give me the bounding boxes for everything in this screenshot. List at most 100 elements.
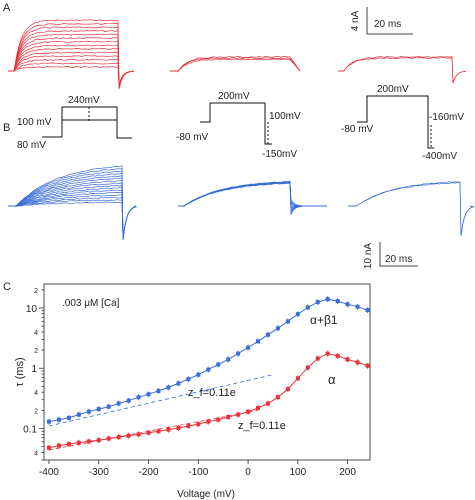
data-point (106, 404, 111, 409)
current-trace-1-12 (8, 26, 135, 89)
data-point (56, 417, 61, 422)
data-point (265, 401, 270, 406)
data-point (126, 398, 131, 403)
data-point (236, 412, 241, 417)
data-point (226, 415, 231, 420)
protocol-2-hold-label: -80 mV (176, 132, 209, 143)
fit-line-alpha (48, 409, 259, 451)
current-trace-2-10 (178, 182, 328, 216)
y-minor-tick-label: 4 (34, 330, 38, 337)
current-trace-1-5 (8, 51, 135, 87)
data-point (196, 422, 201, 427)
data-point (76, 440, 81, 445)
data-point (365, 308, 370, 313)
data-point (156, 388, 161, 393)
voltage-protocol-3: 200mV -80 mV -160mV -400mV (341, 84, 464, 162)
data-point (305, 305, 310, 310)
data-point (76, 412, 81, 417)
y-minor-tick-label: 2 (34, 288, 38, 295)
data-point (355, 304, 360, 309)
data-point (265, 332, 270, 337)
current-trace-1-8 (8, 40, 135, 88)
data-point (136, 432, 141, 437)
protocol-3-hold-label: -80 mV (341, 124, 374, 135)
current-trace-1-4 (8, 55, 135, 86)
data-point (345, 302, 350, 307)
data-point (285, 319, 290, 324)
y-minor-tick-label: 4 (34, 450, 38, 457)
data-point (116, 401, 121, 406)
panel-label-a: A (3, 2, 11, 14)
protocol-2-bottom-label: -150mV (262, 149, 297, 160)
a-scale-time-label: 20 ms (374, 19, 401, 30)
data-point (295, 376, 300, 381)
current-trace-1-2 (8, 62, 135, 86)
data-point (146, 392, 151, 397)
protocol-2-top-label: 200mV (218, 91, 250, 102)
data-point (216, 362, 221, 367)
data-point (325, 297, 330, 302)
data-point (355, 360, 360, 365)
current-trace-2-6 (178, 181, 328, 209)
current-trace-1-16 (8, 165, 137, 241)
protocol-1-base-label: 80 mV (17, 140, 46, 151)
fit-line-alpha-beta1 (48, 374, 274, 427)
series-label-alpha: α (328, 372, 336, 387)
data-point (206, 419, 211, 424)
chart-y-axis-label: τ (ms) (14, 357, 26, 386)
series-label-alpha-beta1: α+β1 (310, 313, 338, 327)
x-tick-label: 200 (339, 467, 356, 478)
data-point (256, 339, 261, 344)
b-scale-bar: 10 nA 20 ms (363, 242, 418, 269)
chart-frame (43, 283, 371, 461)
current-trace-1-2 (8, 199, 137, 241)
chart-annotation: .003 μM [Ca] (62, 298, 120, 309)
current-trace-1-1 (8, 66, 135, 86)
data-point (136, 395, 141, 400)
data-point (275, 326, 280, 331)
x-tick-label: 0 (245, 467, 251, 478)
data-point (46, 419, 51, 424)
x-tick-label: -400 (39, 467, 59, 478)
current-trace-1-11 (8, 177, 137, 241)
data-point (246, 409, 251, 414)
data-point (236, 351, 241, 356)
b-scale-current-label: 10 nA (363, 243, 374, 269)
data-point (56, 443, 61, 448)
current-trace-3-1 (348, 181, 474, 237)
a-scale-bar: 4 nA 20 ms (350, 7, 413, 35)
panel-label-c: C (3, 281, 11, 293)
data-point (246, 345, 251, 350)
data-point (166, 385, 171, 390)
data-point (315, 300, 320, 305)
current-trace-3-2 (348, 182, 474, 237)
current-trace-3-2 (338, 57, 467, 84)
data-point (335, 353, 340, 358)
protocol-3-right-label: -160mV (429, 112, 464, 123)
current-trace-2-2 (170, 57, 301, 73)
protocol-3-bottom-label: -400mV (422, 151, 457, 162)
data-point (86, 439, 91, 444)
y-tick-label: 10 (26, 304, 38, 315)
protocol-1-top-label: 240mV (68, 95, 100, 106)
y-tick-label: 0.1 (23, 424, 37, 435)
data-point (66, 442, 71, 447)
data-point (365, 363, 370, 368)
data-point (186, 423, 191, 428)
panel-label-b: B (3, 122, 10, 134)
current-trace-2-8 (178, 182, 328, 213)
data-point (146, 430, 151, 435)
fit-label-alpha: z_f=0.11e (238, 420, 286, 432)
x-tick-label: -100 (188, 467, 208, 478)
data-point (226, 357, 231, 362)
alpha-beta1-current-traces (8, 165, 474, 241)
y-minor-tick-label: 2 (34, 408, 38, 415)
chart-x-axis-label: Voltage (mV) (177, 489, 235, 500)
data-point (256, 405, 261, 410)
data-point (196, 372, 201, 377)
data-point (126, 433, 131, 438)
data-point (335, 299, 340, 304)
data-point (106, 436, 111, 441)
data-point (166, 427, 171, 432)
